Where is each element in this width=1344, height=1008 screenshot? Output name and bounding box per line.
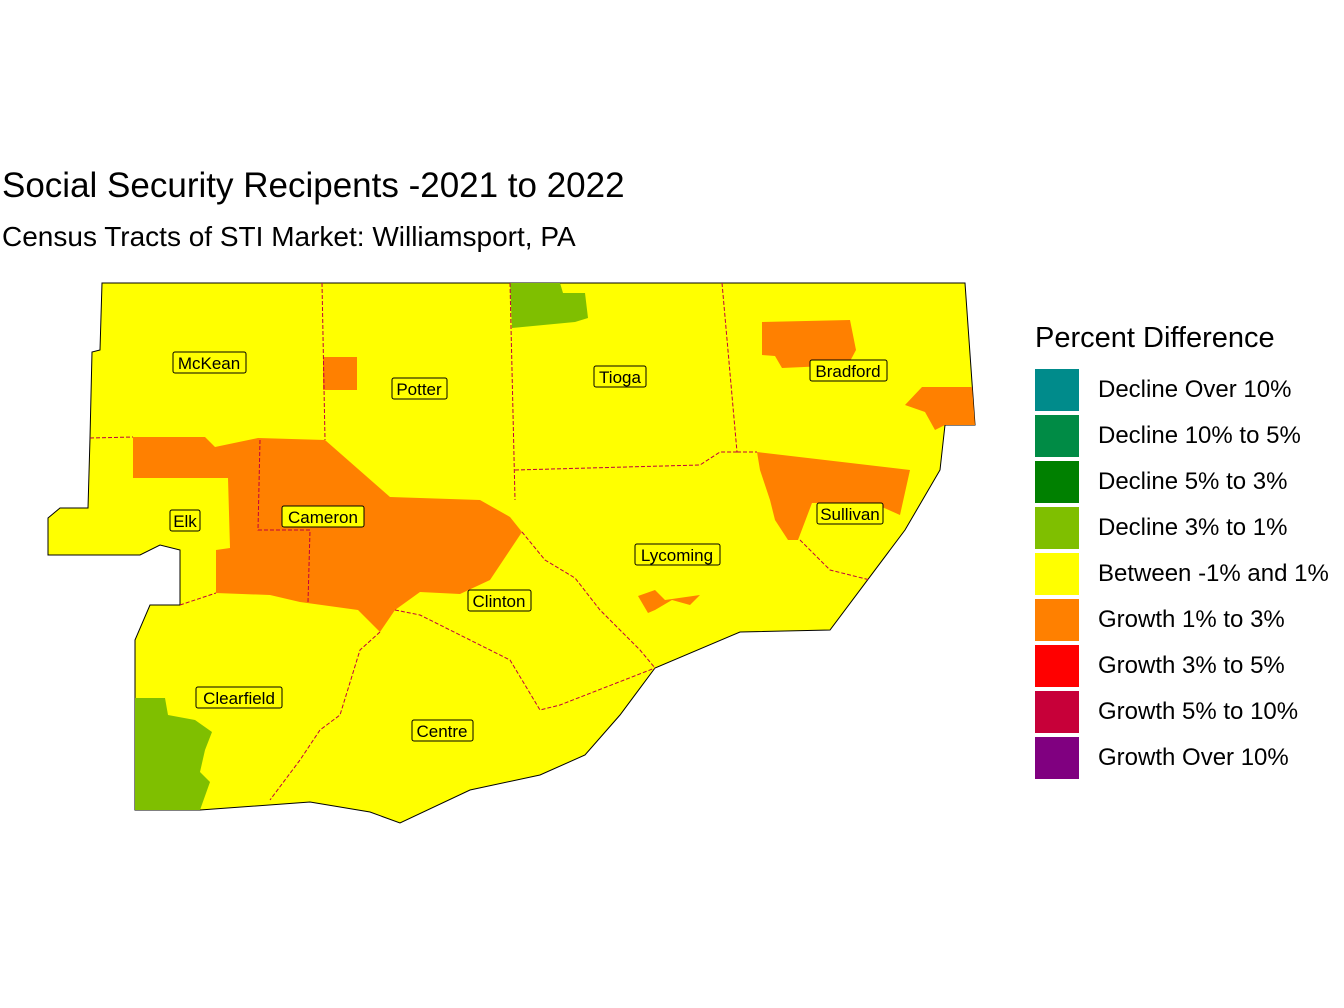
legend-item: Growth 1% to 3% — [1035, 597, 1344, 643]
tract-clearfield-southwest — [135, 698, 212, 810]
legend-label: Between -1% and 1% — [1098, 560, 1329, 587]
tract-sullivan — [757, 452, 910, 540]
svg-text:Cameron: Cameron — [288, 508, 358, 527]
county-borders — [89, 282, 871, 801]
tract-tioga-north — [510, 283, 588, 328]
county-label-lycoming: Lycoming — [634, 543, 721, 566]
tract-bradford-north — [762, 320, 856, 368]
svg-text:Bradford: Bradford — [815, 362, 880, 381]
legend-label: Growth 5% to 10% — [1098, 698, 1299, 725]
county-label-clinton: Clinton — [467, 589, 532, 612]
legend-items: Decline Over 10% Decline 10% to 5% Decline… — [1035, 367, 1344, 781]
svg-text:Lycoming: Lycoming — [641, 546, 713, 565]
tract-potter — [323, 357, 357, 390]
svg-text:Elk: Elk — [173, 512, 197, 531]
county-label-cameron: Cameron — [281, 505, 365, 528]
legend-swatch — [1035, 691, 1079, 733]
legend-label: Growth Over 10% — [1098, 744, 1289, 771]
legend-label: Decline 3% to 1% — [1098, 514, 1288, 541]
legend-item: Growth 5% to 10% — [1035, 689, 1344, 735]
svg-text:Clinton: Clinton — [473, 592, 526, 611]
county-label-clearfield: Clearfield — [195, 686, 283, 709]
svg-text:McKean: McKean — [178, 354, 240, 373]
svg-text:Tioga: Tioga — [599, 368, 641, 387]
legend-item: Decline 10% to 5% — [1035, 413, 1344, 459]
legend: Percent Difference Decline Over 10% Decli… — [1035, 322, 1344, 781]
legend-title: Percent Difference — [1035, 322, 1275, 354]
legend-swatch — [1035, 737, 1079, 779]
legend-item: Between -1% and 1% — [1035, 551, 1344, 597]
legend-label: Growth 1% to 3% — [1098, 606, 1285, 633]
legend-item: Growth Over 10% — [1035, 735, 1344, 781]
county-label-centre: Centre — [411, 719, 474, 742]
county-label-tioga: Tioga — [593, 365, 647, 388]
county-label-bradford: Bradford — [809, 359, 888, 382]
svg-text:Clearfield: Clearfield — [203, 689, 275, 708]
svg-text:Sullivan: Sullivan — [820, 505, 880, 524]
legend-swatch — [1035, 553, 1079, 595]
legend-item: Growth 3% to 5% — [1035, 643, 1344, 689]
legend-item: Decline Over 10% — [1035, 367, 1344, 413]
tract-bradford-east — [905, 387, 975, 430]
legend-item: Decline 3% to 1% — [1035, 505, 1344, 551]
legend-swatch — [1035, 507, 1079, 549]
legend-swatch — [1035, 461, 1079, 503]
legend-swatch — [1035, 645, 1079, 687]
county-label-mckean: McKean — [172, 351, 247, 374]
legend-label: Decline 5% to 3% — [1098, 468, 1288, 495]
map-subtitle: Census Tracts of STI Market: Williamspor… — [2, 221, 576, 252]
legend-swatch — [1035, 369, 1079, 411]
county-label-sullivan: Sullivan — [816, 502, 884, 525]
legend-label: Growth 3% to 5% — [1098, 652, 1285, 679]
county-label-potter: Potter — [391, 377, 448, 400]
legend-swatch — [1035, 599, 1079, 641]
legend-label: Decline 10% to 5% — [1098, 422, 1301, 449]
legend-label: Decline Over 10% — [1098, 376, 1292, 403]
tract-lycoming-south — [638, 590, 700, 613]
map-title: Social Security Recipents -2021 to 2022 — [2, 166, 625, 205]
tract-elk-cameron-clinton — [133, 437, 522, 632]
legend-swatch — [1035, 415, 1079, 457]
legend-item: Decline 5% to 3% — [1035, 459, 1344, 505]
county-label-elk: Elk — [169, 509, 201, 532]
svg-text:Potter: Potter — [396, 380, 442, 399]
svg-text:Centre: Centre — [416, 722, 467, 741]
